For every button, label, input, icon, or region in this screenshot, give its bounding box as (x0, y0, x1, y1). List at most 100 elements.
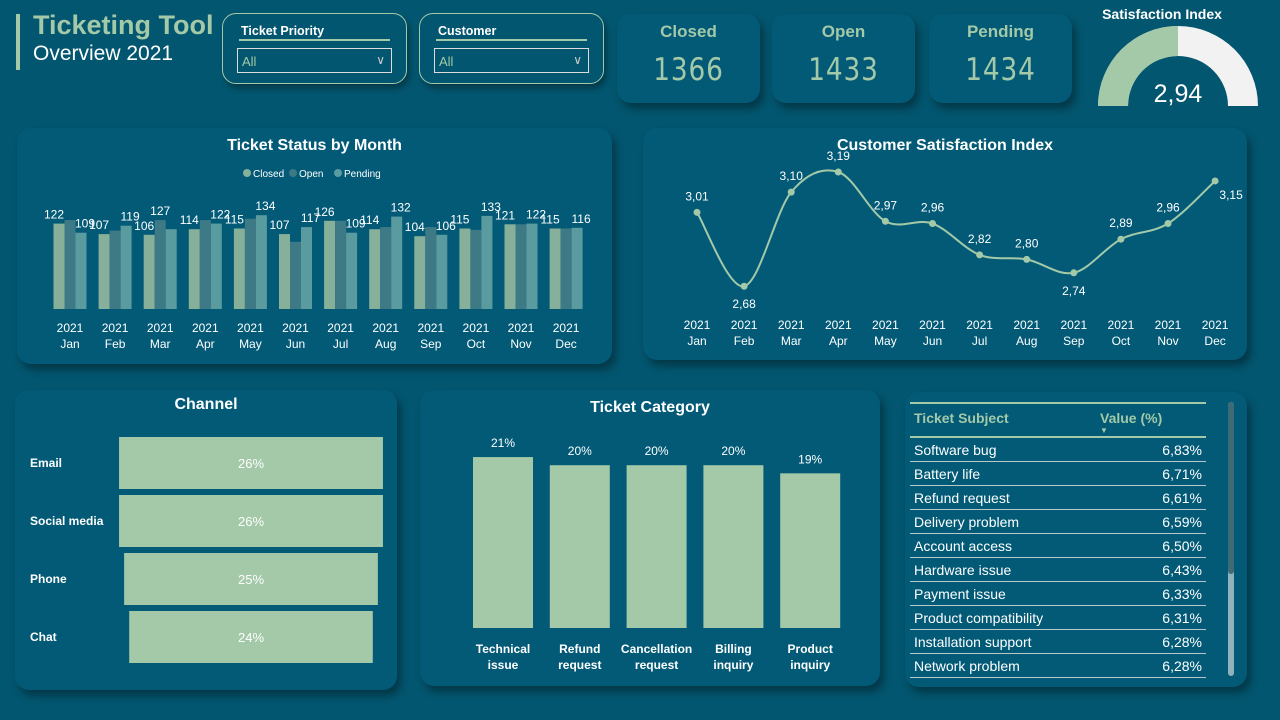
category-bar (780, 473, 841, 628)
table-row[interactable]: Delivery problem 6,59% (910, 509, 1206, 534)
bar-closed (459, 228, 471, 309)
bar-closed (188, 229, 200, 309)
table-row[interactable]: Network problem 6,28% (910, 653, 1206, 678)
data-label: 127 (150, 204, 170, 218)
data-label: 134 (255, 199, 275, 213)
data-label: 122 (526, 208, 546, 222)
data-label: 2,68 (732, 297, 756, 311)
x-tick-year: 2021 (463, 321, 490, 335)
data-label: 106 (436, 219, 456, 233)
x-tick-month: Jul (333, 337, 348, 351)
x-tick-year: 2021 (282, 321, 309, 335)
gauge-value: 2,94 (1154, 80, 1203, 108)
subject-cell: Network problem (910, 653, 1096, 678)
satisfaction-gauge: 2,94 (1098, 26, 1258, 108)
data-label: 119 (121, 210, 140, 224)
ticket-priority-filter: Ticket Priority All ∨ (222, 13, 407, 84)
data-label: 121 (495, 208, 515, 222)
x-tick-year: 2021 (147, 321, 174, 335)
data-point (1023, 255, 1031, 263)
bar-open (199, 220, 211, 309)
data-label: 114 (360, 213, 379, 227)
table-row[interactable]: Software bug 6,83% (910, 437, 1206, 462)
data-label: 116 (572, 212, 591, 226)
x-tick-year: 2021 (327, 321, 354, 335)
data-label: 107 (269, 218, 289, 232)
bar-pending (120, 225, 132, 309)
gauge-fill (1098, 26, 1178, 106)
data-point (693, 208, 701, 216)
sort-descending-icon: ▼ (1100, 426, 1108, 435)
x-tick-month: Jan (687, 334, 706, 348)
bar-pending (346, 232, 358, 309)
data-label: 126 (315, 205, 335, 219)
table-row[interactable]: Payment issue 6,33% (910, 581, 1206, 606)
bar-open (244, 218, 256, 309)
x-tick-year: 2021 (508, 321, 535, 335)
data-label: 2,80 (1015, 236, 1039, 250)
ticket-status-chart: Closed Open Pending 122 109 2021 Jan 107 119 2021… (44, 169, 591, 351)
bar-pending (391, 216, 403, 309)
data-point (1117, 235, 1125, 243)
bar-open (470, 229, 482, 309)
category-label: Product inquiry (788, 642, 833, 672)
kpi-value: 1433 (808, 52, 879, 88)
bar-open (425, 227, 437, 309)
bar-closed (53, 223, 65, 309)
value-cell: 6,71% (1096, 461, 1206, 486)
bar-open (335, 220, 347, 309)
data-point (740, 282, 748, 290)
x-tick-month: Sep (420, 337, 442, 351)
data-point (929, 220, 936, 228)
category-bar (626, 465, 687, 628)
table-row[interactable]: Refund request 6,61% (910, 485, 1206, 510)
table-row[interactable]: Battery life 6,71% (910, 461, 1206, 486)
data-label: 107 (89, 218, 109, 232)
legend-label: Pending (344, 169, 381, 180)
bar-open (154, 220, 166, 309)
value-cell: 6,50% (1096, 533, 1206, 558)
x-tick-month: Nov (510, 337, 531, 351)
data-label: 122 (210, 208, 230, 222)
chevron-down-icon: ∨ (376, 53, 385, 67)
bar-closed (324, 220, 336, 309)
filter-label: Customer (438, 24, 497, 38)
data-label: 19% (798, 452, 822, 466)
subject-cell: Refund request (910, 485, 1096, 510)
bar-open (64, 220, 76, 309)
scrollbar-thumb[interactable] (1228, 402, 1234, 574)
category-label: Billing inquiry (713, 642, 753, 672)
channel-chart: 26% Email 26% Social media 25% Phone 24% Chat (30, 437, 383, 663)
data-label: 2,96 (1156, 201, 1180, 215)
bar-pending (481, 215, 493, 309)
legend-marker (289, 169, 297, 177)
x-tick-month: Jun (923, 334, 942, 348)
app-subtitle: Overview 2021 (33, 42, 174, 65)
x-tick-year: 2021 (919, 318, 946, 332)
data-label: 117 (301, 211, 320, 225)
table-row[interactable]: Product compatibility 6,31% (910, 605, 1206, 630)
table-row[interactable]: Installation support 6,28% (910, 629, 1206, 654)
chevron-down-icon: ∨ (573, 53, 582, 67)
x-tick-year: 2021 (192, 321, 219, 335)
category-bar (703, 465, 764, 628)
bar-pending (436, 234, 448, 309)
column-header-value[interactable]: Value (%) ▼ (1096, 402, 1206, 438)
kpi-label: Closed (660, 22, 717, 41)
customer-select[interactable]: All ∨ (434, 48, 589, 73)
table-row[interactable]: Hardware issue 6,43% (910, 557, 1206, 582)
table-row[interactable]: Account access 6,50% (910, 533, 1206, 558)
x-tick-month: May (874, 334, 897, 348)
category-bar (549, 465, 610, 628)
x-tick-year: 2021 (1202, 318, 1229, 332)
legend-label: Open (299, 169, 323, 180)
data-point (976, 251, 984, 259)
bar-open (290, 241, 301, 309)
x-tick-year: 2021 (102, 321, 129, 335)
title-accent-bar (16, 14, 20, 70)
legend-marker (334, 169, 342, 177)
ticket-priority-select[interactable]: All ∨ (237, 48, 392, 73)
subject-cell: Account access (910, 533, 1096, 558)
legend-label: Closed (253, 169, 284, 180)
column-header-subject[interactable]: Ticket Subject (910, 402, 1096, 438)
